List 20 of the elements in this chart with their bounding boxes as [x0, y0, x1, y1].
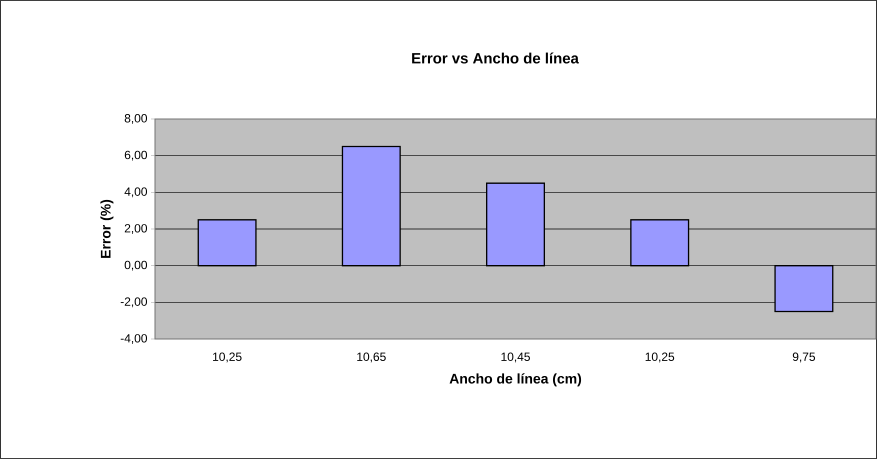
y-tick-label: 6,00 [124, 150, 148, 161]
y-tick-label: -2,00 [120, 297, 148, 308]
bar [342, 146, 401, 266]
y-tick-label: -4,00 [120, 334, 148, 344]
y-tick-label: 0,00 [124, 260, 148, 271]
bar [486, 182, 545, 266]
x-tick-label: 10,25 [213, 352, 242, 362]
x-tick-label: 10,45 [501, 352, 530, 362]
x-tick-label: 10,25 [646, 352, 674, 362]
x-tick-label: 9,75 [792, 352, 816, 362]
y-tick-label: 4,00 [124, 187, 148, 198]
y-tick-label: 2,00 [124, 224, 148, 234]
x-tick-label: 10,65 [357, 352, 386, 362]
y-tick-label: 8,00 [124, 114, 148, 124]
bar [774, 265, 834, 312]
y-axis-title: Error (%) [100, 200, 114, 258]
chart-title: Error vs Ancho de línea [412, 52, 579, 64]
bar [198, 219, 257, 266]
bar [630, 219, 690, 266]
x-axis-title: Ancho de línea (cm) [450, 373, 582, 386]
